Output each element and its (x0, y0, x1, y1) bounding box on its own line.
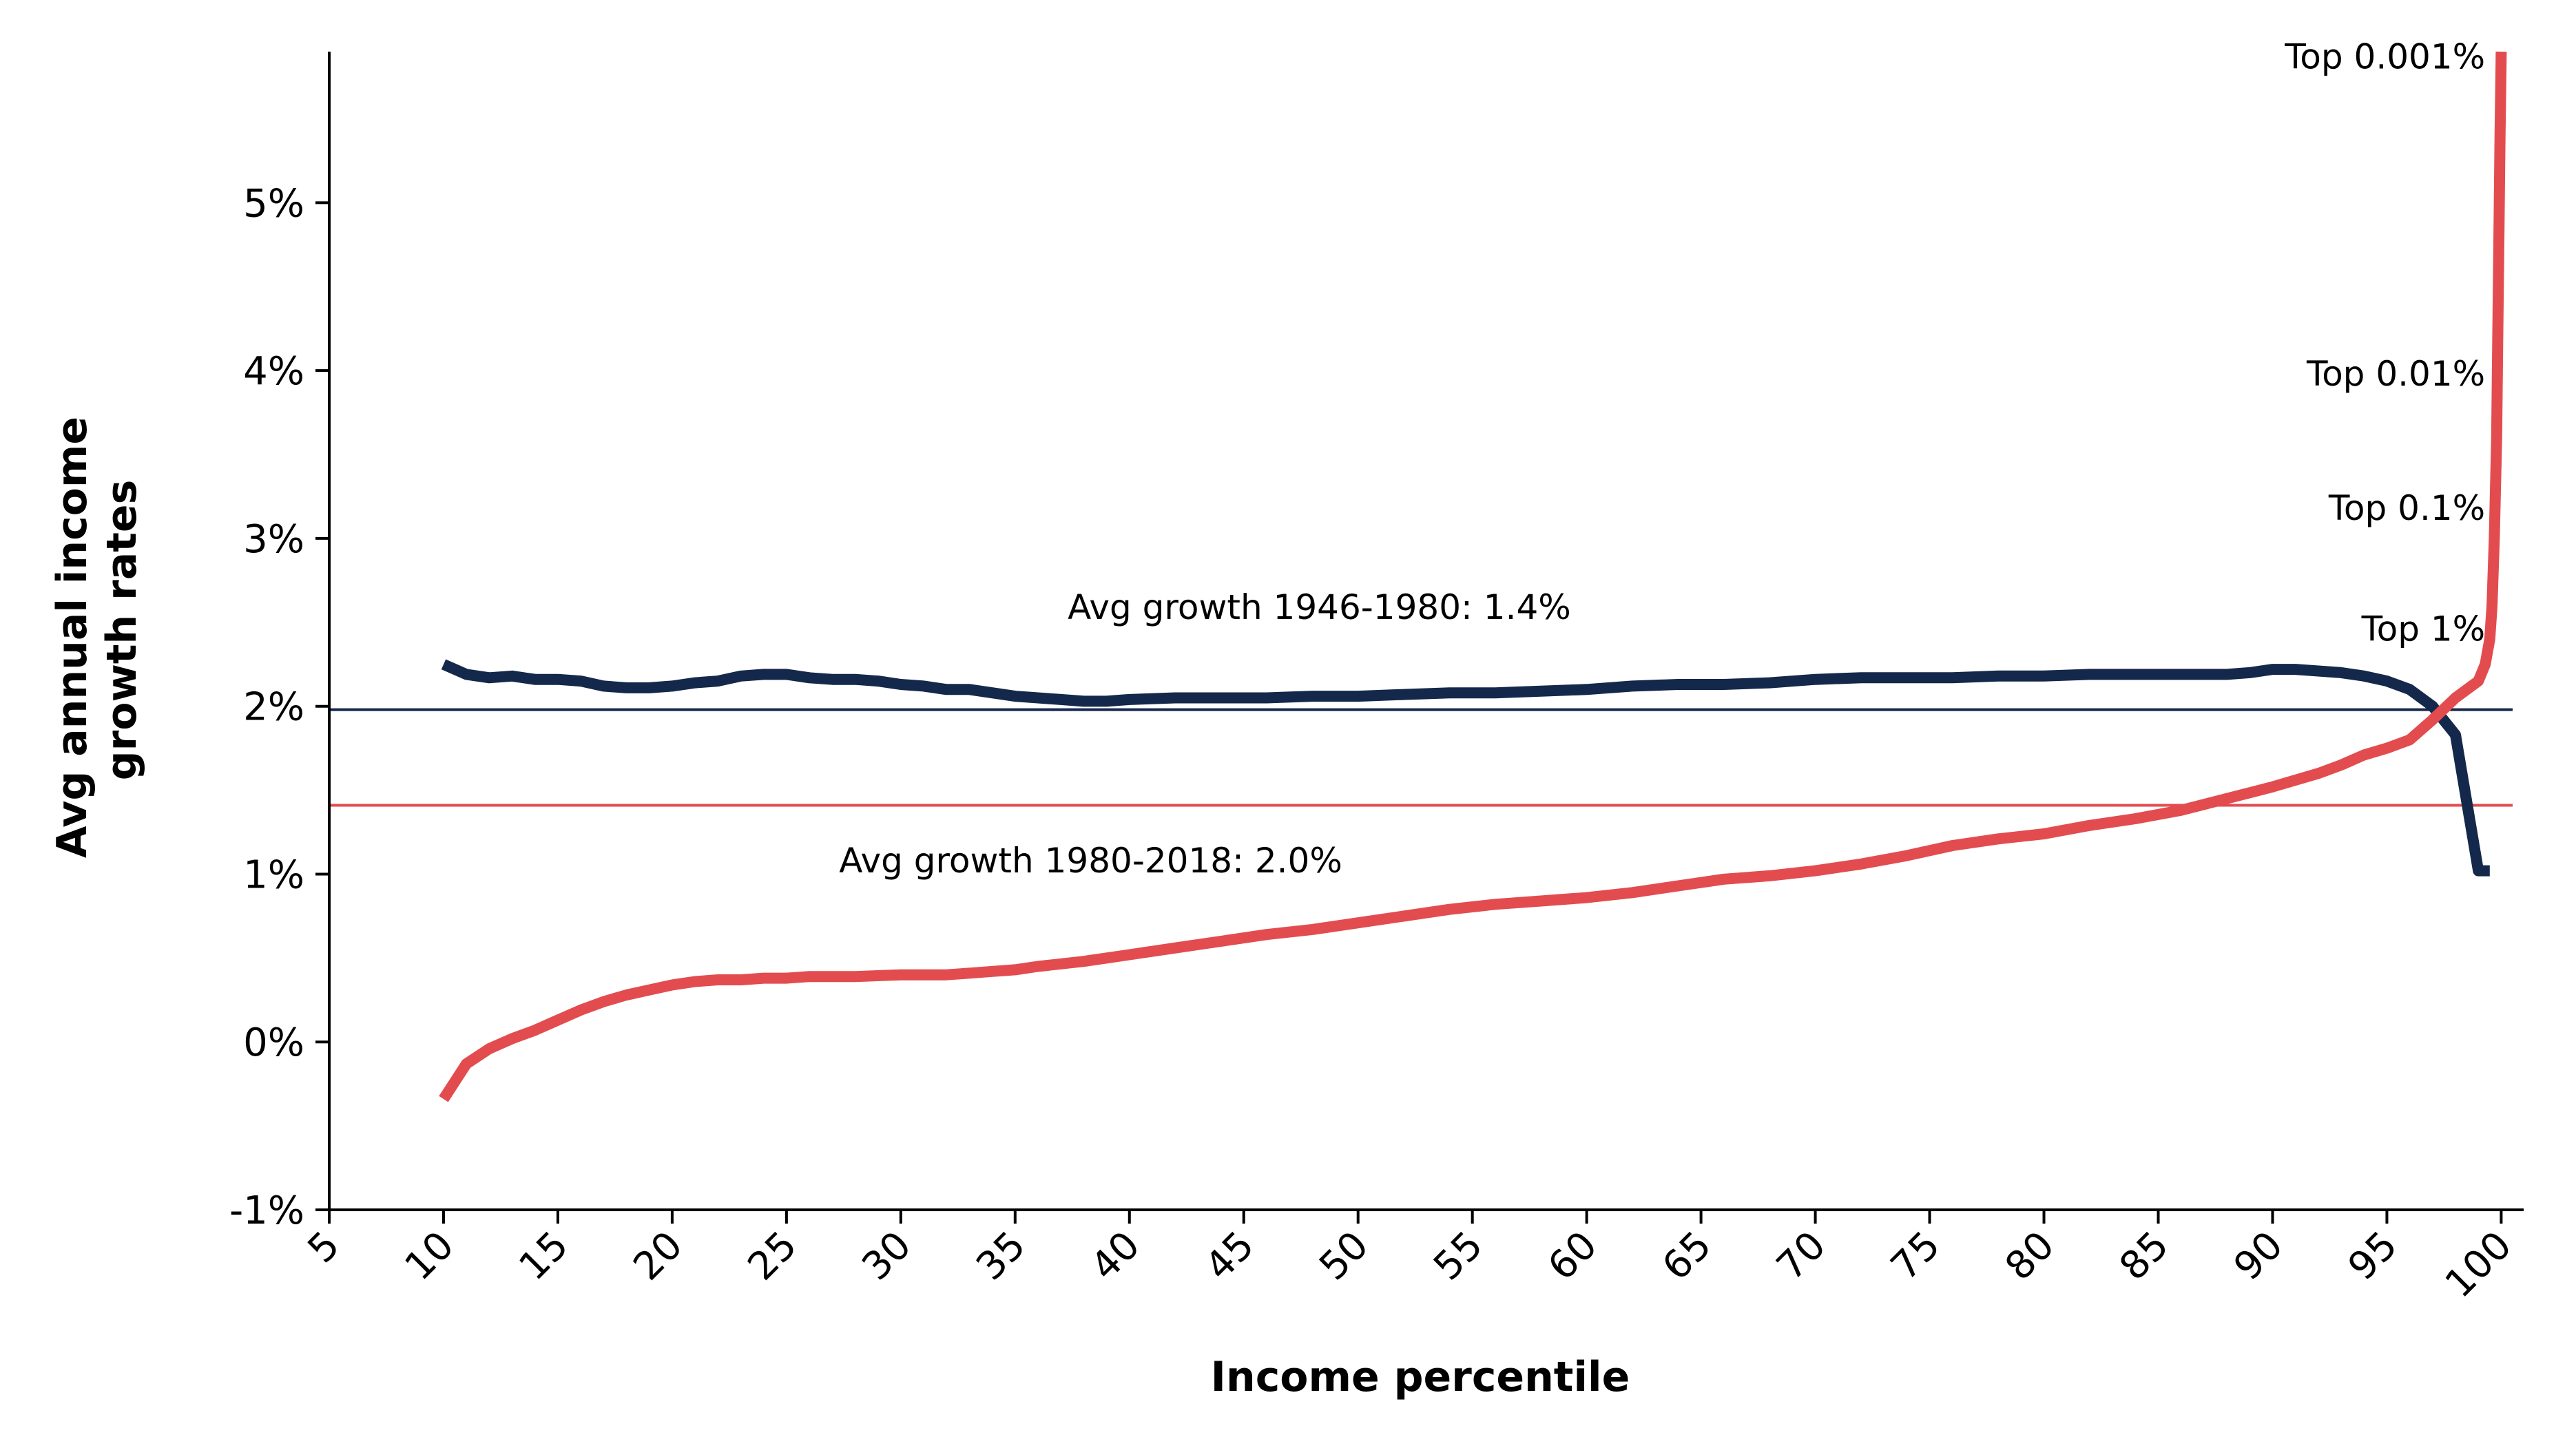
x-axis-title: Income percentile (1211, 1353, 1630, 1401)
annotation-top_01: Top 0.1% (2328, 488, 2485, 528)
annotation-avg_1980_2018: Avg growth 1980-2018: 2.0% (839, 841, 1342, 881)
annotation-avg_1946_1980: Avg growth 1946-1980: 1.4% (1068, 587, 1571, 627)
y-tick-label: 4% (243, 349, 304, 394)
annotation-top_001: Top 0.01% (2306, 354, 2485, 394)
y-axis-title-line-1: Avg annual income (48, 417, 96, 858)
reference-lines (329, 708, 2513, 807)
y-axis-ticks: -1% 0% 1% 2% 3% 4% 5% (229, 181, 329, 1233)
annotation-top_1: Top 1% (2361, 609, 2486, 649)
annotations: Avg growth 1946-1980: 1.4% Avg growth 198… (839, 36, 2485, 881)
y-tick-label: 3% (243, 517, 304, 562)
series-line-growth_1946_1980 (441, 659, 2490, 877)
series-line-growth_1980_2018 (439, 51, 2507, 1102)
y-tick-label: 5% (243, 181, 304, 226)
y-tick-label: 2% (243, 685, 304, 730)
y-tick-label: 0% (243, 1020, 304, 1065)
annotation-top_0001: Top 0.001% (2284, 36, 2485, 76)
y-axis-title-line-2: growth rates (98, 480, 146, 781)
y-axis-title: Avg annual income growth rates (48, 402, 146, 858)
y-tick-label: -1% (229, 1188, 304, 1233)
series-lines (439, 51, 2507, 1102)
y-tick-label: 1% (243, 852, 304, 897)
